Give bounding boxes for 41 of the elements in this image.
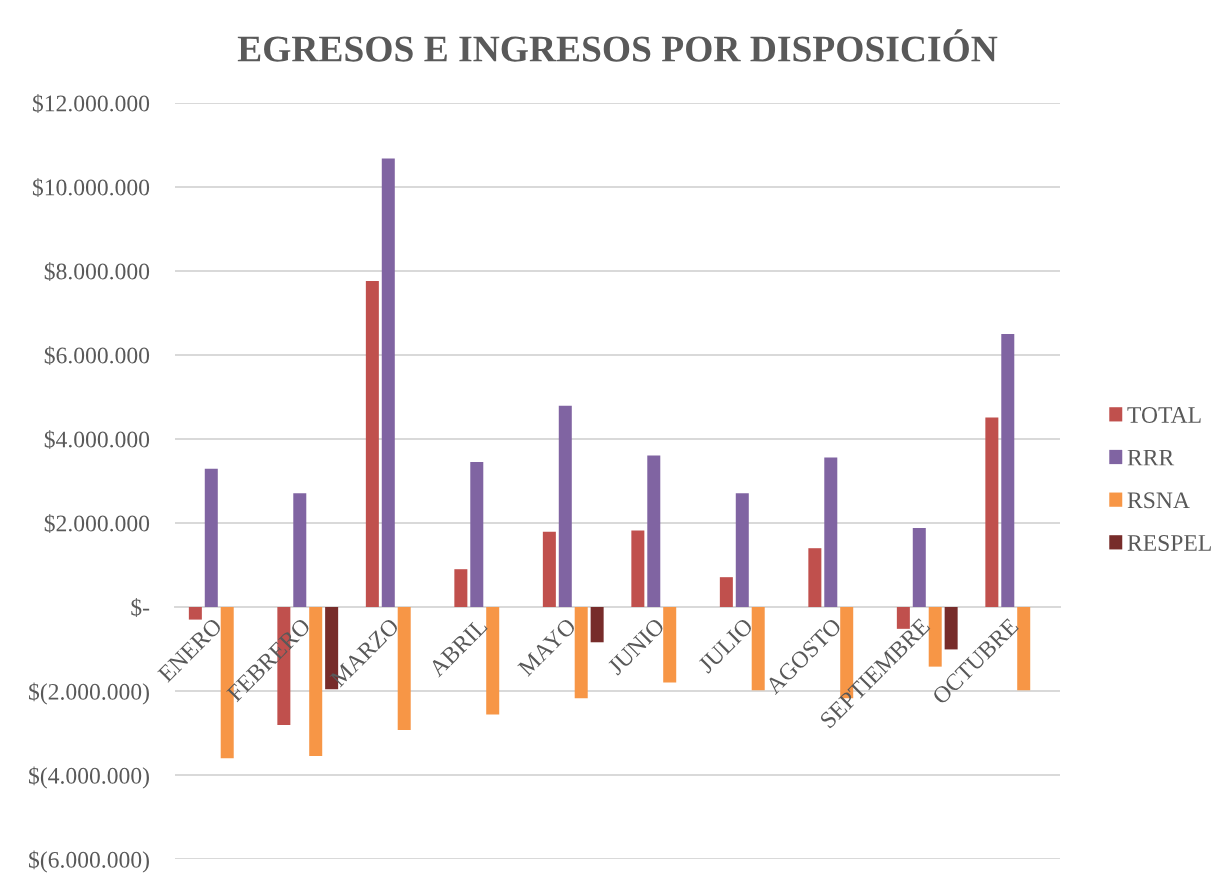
bar: [985, 417, 999, 607]
bar: [1001, 334, 1015, 607]
y-tick-label: $2.000.000: [44, 514, 150, 533]
bar: [808, 548, 822, 607]
y-tick-label: $4.000.000: [44, 430, 150, 449]
bar: [381, 158, 395, 607]
bar: [293, 493, 307, 607]
y-tick-label: $10.000.000: [32, 178, 150, 197]
bar: [663, 607, 677, 683]
y-tick-label: $12.000.000: [32, 94, 150, 113]
bar: [558, 405, 572, 607]
legend-label: RSNA: [1127, 492, 1190, 509]
bar: [188, 607, 202, 620]
bar: [631, 530, 645, 607]
bar: [590, 607, 604, 643]
legend-label: RESPEL: [1127, 535, 1211, 551]
bar: [824, 457, 838, 607]
legend-label: TOTAL: [1127, 407, 1201, 423]
y-tick-label: $(4.000.000): [29, 766, 149, 789]
bar: [719, 577, 733, 607]
bar: [486, 607, 500, 715]
y-tick-label: $(2.000.000): [29, 682, 149, 705]
chart-title: EGRESOS E INGRESOS POR DISPOSICIÓN: [237, 29, 998, 62]
bar: [454, 569, 468, 607]
bar: [365, 281, 379, 607]
bar: [397, 607, 411, 731]
bar: [542, 531, 556, 607]
bar: [751, 607, 765, 691]
bar: [912, 528, 926, 607]
bar: [647, 455, 661, 607]
y-tick-label: $-: [131, 598, 150, 617]
bar: [470, 462, 484, 607]
bar: [204, 468, 218, 607]
bar: [309, 607, 323, 757]
y-tick-label: $6.000.000: [44, 346, 150, 365]
bar: [1017, 607, 1031, 691]
bar: [574, 607, 588, 699]
y-tick-label: $8.000.000: [44, 262, 150, 281]
bar: [735, 493, 749, 607]
y-tick-label: $(6.000.000): [29, 850, 149, 873]
legend-label: RRR: [1127, 449, 1175, 466]
